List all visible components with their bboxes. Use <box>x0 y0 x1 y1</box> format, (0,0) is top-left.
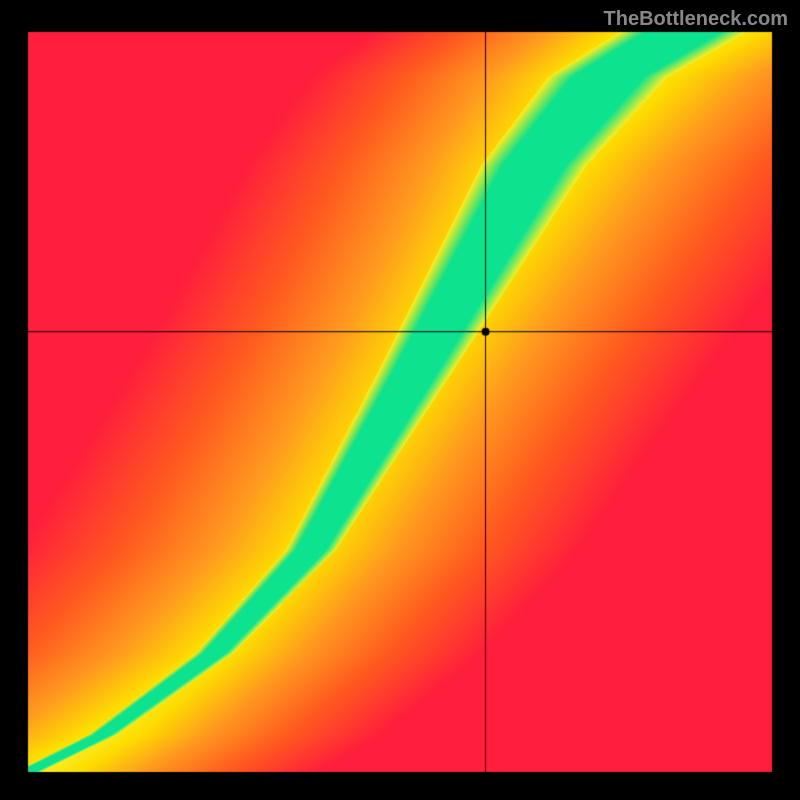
chart-container: TheBottleneck.com <box>0 0 800 800</box>
heatmap-canvas <box>0 0 800 800</box>
watermark-text: TheBottleneck.com <box>604 8 788 31</box>
